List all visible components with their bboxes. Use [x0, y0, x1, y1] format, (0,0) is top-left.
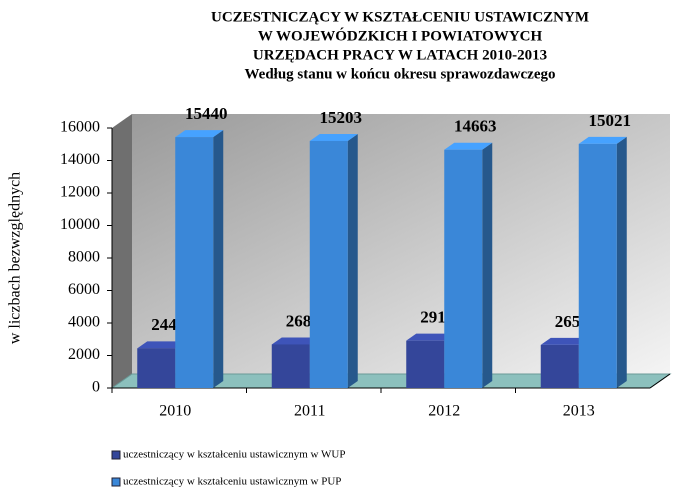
bar-top	[309, 133, 358, 141]
bar	[309, 140, 348, 388]
x-tick-label: 2010	[159, 403, 191, 420]
bar-top	[406, 333, 455, 341]
chart-title: UCZESTNICZĄCY W KSZTAŁCENIU USTAWICZNYM	[211, 9, 589, 25]
x-tick-label: 2013	[563, 403, 595, 420]
bar	[271, 344, 310, 388]
data-label: 15021	[589, 111, 632, 130]
back-wall	[132, 114, 670, 374]
y-tick-label: 8000	[68, 249, 100, 266]
bar	[175, 137, 214, 388]
y-tick-label: 0	[92, 379, 100, 396]
y-tick-label: 12000	[60, 184, 100, 201]
legend-label: uczestniczący w kształceniu ustawicznym …	[123, 476, 341, 488]
bar-top	[444, 142, 493, 150]
y-tick-label: 16000	[60, 119, 100, 136]
bar-side	[482, 142, 493, 388]
bar-top	[540, 337, 589, 345]
legend-swatch	[111, 450, 121, 460]
legend-label: uczestniczący w kształceniu ustawicznym …	[123, 449, 345, 461]
data-label: 15440	[185, 104, 228, 123]
bar	[540, 344, 579, 388]
chart-title: URZĘDACH PRACY W LATACH 2010-2013	[253, 47, 547, 63]
bar-top	[578, 136, 627, 144]
bar	[406, 340, 445, 388]
y-tick-label: 4000	[68, 314, 100, 331]
chart-subtitle: Według stanu w końcu okresu sprawozdawcz…	[244, 66, 555, 82]
x-axis	[649, 373, 671, 389]
bar-side	[347, 133, 358, 388]
bar	[444, 149, 483, 388]
bar-side	[213, 130, 224, 388]
y-tick-label: 6000	[68, 281, 100, 298]
bar-top	[175, 130, 224, 138]
side-wall	[112, 114, 132, 388]
bar-side	[616, 136, 627, 388]
data-label: 15203	[320, 108, 363, 127]
bar	[137, 348, 176, 388]
y-tick-label: 10000	[60, 216, 100, 233]
x-tick-label: 2011	[294, 403, 325, 420]
x-tick-label: 2012	[428, 403, 460, 420]
bar-top	[137, 341, 186, 349]
legend-swatch	[111, 477, 121, 487]
data-label: 14663	[454, 117, 497, 136]
y-axis-label: w liczbach bezwzględnych	[7, 172, 24, 344]
y-tick-label: 14000	[60, 151, 100, 168]
bar	[578, 143, 617, 388]
chart-title: W WOJEWÓDZKICH I POWIATOWYCH	[258, 27, 543, 44]
bar-top	[271, 337, 320, 345]
y-tick-label: 2000	[68, 346, 100, 363]
